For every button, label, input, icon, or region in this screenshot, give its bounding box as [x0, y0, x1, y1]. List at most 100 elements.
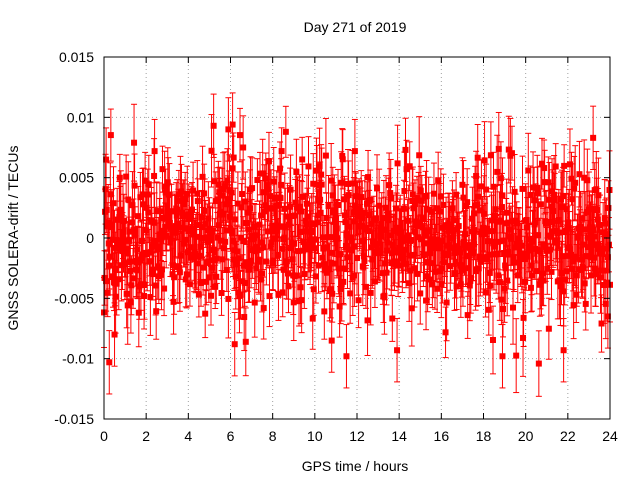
data-marker [113, 280, 120, 287]
data-marker [215, 222, 222, 229]
y-tick-label: 0.01 [67, 109, 94, 125]
data-marker [302, 217, 309, 224]
data-marker [300, 247, 307, 254]
data-marker [315, 262, 322, 269]
data-point [218, 270, 225, 316]
data-marker [417, 290, 424, 297]
data-marker [322, 266, 329, 273]
data-marker [548, 268, 555, 275]
data-marker [323, 269, 330, 276]
data-marker [225, 198, 232, 205]
data-marker [386, 232, 393, 239]
data-marker [201, 207, 208, 214]
data-marker [126, 228, 133, 235]
x-tick-label: 2 [142, 428, 150, 444]
data-point [483, 163, 490, 216]
data-marker [215, 181, 222, 188]
data-marker [232, 273, 239, 280]
data-marker [296, 203, 303, 210]
data-marker [403, 260, 410, 267]
data-marker [603, 245, 610, 252]
data-marker [546, 196, 553, 203]
data-marker [271, 195, 278, 202]
data-marker [378, 220, 385, 227]
data-marker [412, 229, 419, 236]
data-marker [508, 235, 515, 242]
data-marker [187, 254, 194, 261]
data-point [571, 155, 578, 222]
data-marker [344, 254, 351, 261]
data-marker [351, 272, 358, 279]
data-marker [182, 196, 189, 203]
data-marker [546, 246, 553, 253]
data-point [474, 124, 481, 192]
data-marker [351, 243, 358, 250]
data-marker [195, 260, 202, 267]
data-marker [478, 183, 485, 190]
data-marker [374, 240, 381, 247]
data-marker [464, 312, 471, 319]
data-marker [305, 163, 312, 170]
data-point [437, 168, 444, 225]
data-point [106, 330, 113, 395]
data-marker [328, 337, 335, 344]
data-marker [292, 212, 299, 219]
data-marker [209, 264, 216, 271]
data-marker [277, 165, 284, 172]
data-point [260, 224, 267, 271]
data-marker [424, 259, 431, 266]
data-marker [157, 232, 164, 239]
data-marker [257, 276, 264, 283]
data-marker [278, 148, 285, 155]
data-marker [580, 241, 587, 248]
data-marker [449, 235, 456, 242]
data-marker [397, 229, 404, 236]
data-marker [437, 193, 444, 200]
data-marker [345, 180, 352, 187]
data-marker [354, 255, 360, 262]
data-marker [121, 217, 128, 224]
data-marker [333, 225, 340, 232]
data-marker [299, 193, 306, 200]
data-marker [435, 177, 442, 184]
data-marker [212, 283, 219, 290]
data-marker [115, 276, 122, 283]
data-marker [265, 158, 272, 165]
data-marker [338, 179, 345, 186]
x-tick-label: 12 [349, 428, 365, 444]
data-marker [304, 213, 311, 220]
data-marker [454, 226, 461, 233]
data-marker [557, 283, 564, 290]
data-point [605, 217, 612, 273]
data-marker [438, 238, 445, 245]
data-marker [436, 208, 443, 215]
data-marker [182, 276, 189, 283]
data-marker [574, 233, 581, 240]
data-marker [112, 293, 119, 300]
data-marker [524, 253, 531, 260]
data-marker [143, 227, 150, 234]
data-point [279, 267, 286, 318]
data-marker [484, 225, 491, 232]
data-marker [562, 229, 569, 236]
data-marker [513, 352, 520, 359]
data-marker [137, 281, 144, 288]
data-marker [526, 247, 533, 254]
data-marker [382, 204, 389, 211]
data-marker [480, 254, 487, 261]
data-marker [341, 212, 348, 219]
data-marker [360, 253, 367, 260]
data-marker [348, 247, 355, 254]
data-marker [125, 196, 132, 203]
data-marker [288, 245, 295, 252]
data-marker [407, 236, 414, 243]
data-point [236, 107, 243, 163]
data-marker [505, 251, 512, 258]
data-marker [489, 238, 496, 245]
data-marker [240, 144, 247, 151]
data-marker [494, 168, 501, 175]
data-point [135, 278, 142, 348]
data-marker [223, 266, 230, 273]
data-marker [601, 215, 608, 222]
